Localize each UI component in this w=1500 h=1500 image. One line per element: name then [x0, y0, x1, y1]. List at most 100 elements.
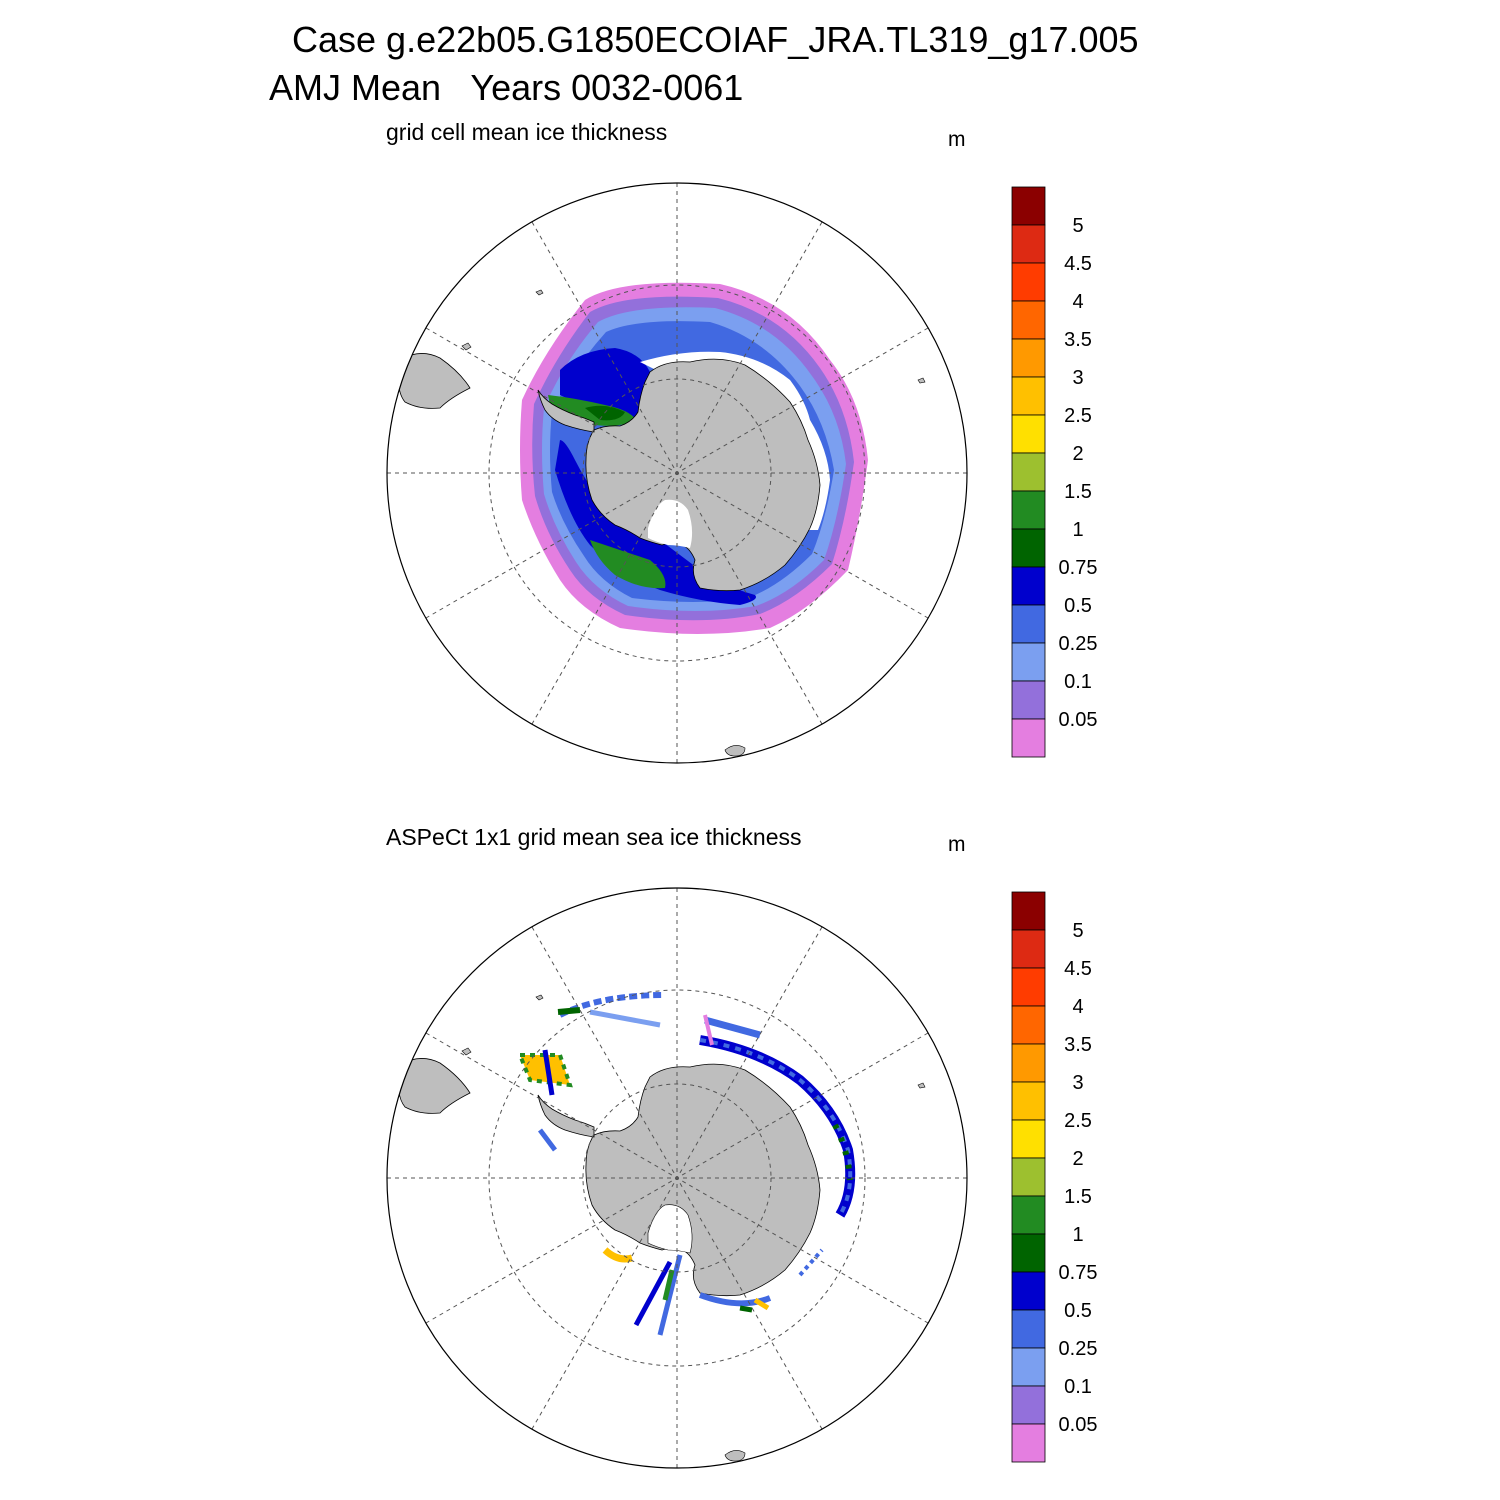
panel1-colorbar-swatch-3: [1011, 300, 1046, 340]
panel1-colorbar-swatch-10: [1011, 566, 1046, 606]
panel2-map: [386, 887, 968, 1469]
track-ross-3: [662, 1269, 675, 1301]
panel1-colorbar-label-11: 0.25: [1059, 633, 1098, 655]
panel2-south-america: [397, 1058, 471, 1114]
panel1-colorbar-label-12: 0.1: [1064, 671, 1092, 693]
panel1-island-2: [535, 289, 544, 296]
panel1-colorbar-swatch-2: [1011, 262, 1046, 302]
panel2-colorbar-swatch-10: [1011, 1271, 1046, 1311]
track-wilkes: [698, 1292, 772, 1307]
panel2-colorbar-swatch-5: [1011, 1081, 1046, 1121]
panel2-map-boundary: [386, 887, 968, 1469]
panel2-colorbar-label-11: 0.25: [1059, 1338, 1098, 1360]
panel2-ship-tracks: [517, 992, 856, 1336]
track-east-antarctic-green: [832, 1123, 853, 1181]
panel1-colorbar-label-8: 1: [1072, 519, 1083, 541]
track-wilkes-yellow: [753, 1297, 770, 1311]
panel1-island-4: [724, 745, 746, 757]
panel1-colorbar-label-2: 4: [1072, 291, 1083, 313]
panel2-colorbar-swatch-2: [1011, 967, 1046, 1007]
track-upper-left-green: [557, 1007, 581, 1015]
panel2-colorbar-swatch-3: [1011, 1005, 1046, 1045]
panel1-colorbar-label-10: 0.5: [1064, 595, 1092, 617]
panel2-colorbar-label-6: 2: [1072, 1148, 1083, 1170]
panel1-colorbar-swatch-0: [1011, 186, 1046, 226]
panel2-subtitle: ASPeCt 1x1 grid mean sea ice thickness: [386, 824, 802, 850]
panel1-south-america: [397, 353, 471, 409]
panel2-colorbar-label-5: 2.5: [1064, 1110, 1092, 1132]
panel2-colorbar-label-4: 3: [1072, 1072, 1083, 1094]
panel1-map: [386, 182, 968, 764]
track-ross-1: [657, 1254, 683, 1336]
panel1-colorbar-label-1: 4.5: [1064, 253, 1092, 275]
title-line-1: Case g.e22b05.G1850ECOIAF_JRA.TL319_g17.…: [292, 19, 1139, 60]
panel1-colorbar-label-0: 5: [1072, 215, 1083, 237]
panel2-colorbar-swatch-9: [1011, 1233, 1046, 1273]
panel1-colorbar-label-9: 0.75: [1059, 557, 1098, 579]
panel1-peninsula: [537, 389, 595, 433]
panel2-island-4: [724, 1450, 746, 1462]
track-amundsen-orange: [602, 1247, 633, 1263]
panel2-ross-ice-shelf: [647, 1204, 693, 1254]
track-ross-2: [633, 1260, 673, 1327]
panel1-colorbar-swatch-4: [1011, 338, 1046, 378]
panel2-island-2: [535, 994, 544, 1001]
panel2-colorbar-swatch-6: [1011, 1119, 1046, 1159]
panel2-colorbar-swatch-13: [1011, 1385, 1046, 1425]
panel2-colorbar-swatch-14: [1011, 1423, 1046, 1463]
panel1-ice-green-weddell: [590, 540, 666, 589]
panel1-colorbar-label-3: 3.5: [1064, 329, 1092, 351]
track-east-antarctic-magenta: [703, 1014, 714, 1046]
panel2-units: m: [948, 833, 966, 856]
track-east-antarctic-inner: [699, 1038, 853, 1217]
panel2-colorbar-label-7: 1.5: [1064, 1186, 1092, 1208]
panel1-ross-ice-shelf-gap: [648, 499, 693, 548]
panel2-colorbar-swatch-8: [1011, 1195, 1046, 1235]
panel2-peninsula: [537, 1094, 595, 1138]
panel1-graticule: [387, 183, 967, 763]
panel1-colorbar-label-5: 2.5: [1064, 405, 1092, 427]
panel2-colorbar-label-0: 5: [1072, 920, 1083, 942]
panel1-island-1: [461, 342, 472, 351]
track-upper-left-2: [589, 1009, 661, 1028]
panel1-colorbar-swatch-6: [1011, 414, 1046, 454]
panel1-colorbar-swatch-11: [1011, 604, 1046, 644]
panel1-colorbar-swatch-1: [1011, 224, 1046, 264]
panel2-colorbar-label-9: 0.75: [1059, 1262, 1098, 1284]
track-east-antarctic-top: [704, 1016, 761, 1039]
panel2-colorbar-swatch-0: [1011, 891, 1046, 931]
panel1-colorbar-swatch-14: [1011, 718, 1046, 758]
panel1-colorbar-label-4: 3: [1072, 367, 1083, 389]
panel2-colorbar-label-13: 0.05: [1059, 1414, 1098, 1436]
panel2-colorbar-label-12: 0.1: [1064, 1376, 1092, 1398]
track-weddell-blue: [542, 1049, 555, 1096]
panel1-map-boundary: [386, 182, 968, 764]
panel1-colorbar: 5 4.5 4 3.5 3 2.5 2 1.5 1 0.75 0.5 0.25 0.1 0.05: [1011, 186, 1098, 758]
panel1-colorbar-label-13: 0.05: [1059, 709, 1098, 731]
panel2-colorbar-swatch-4: [1011, 1043, 1046, 1083]
track-weddell-low: [538, 1128, 557, 1152]
panel2-colorbar-label-2: 4: [1072, 996, 1083, 1018]
panel2-colorbar-label-1: 4.5: [1064, 958, 1092, 980]
panel1-colorbar-swatch-5: [1011, 376, 1046, 416]
panel2-colorbar-swatch-1: [1011, 929, 1046, 969]
panel2-colorbar-swatch-11: [1011, 1309, 1046, 1349]
panel2-colorbar-label-8: 1: [1072, 1224, 1083, 1246]
panel1-colorbar-label-7: 1.5: [1064, 481, 1092, 503]
panel1-subtitle: grid cell mean ice thickness: [386, 119, 668, 145]
panel2-island-1: [461, 1047, 472, 1056]
panel1-colorbar-swatch-9: [1011, 528, 1046, 568]
track-east-south: [798, 1248, 824, 1277]
panel2-island-3: [917, 1082, 926, 1089]
panel1-island-3: [917, 377, 926, 384]
panel1-colorbar-swatch-13: [1011, 680, 1046, 720]
track-wilkes-green: [739, 1305, 753, 1313]
panel2-colorbar-swatch-12: [1011, 1347, 1046, 1387]
panel2-graticule: [387, 888, 967, 1468]
panel1-colorbar-swatch-12: [1011, 642, 1046, 682]
panel1-colorbar-swatch-8: [1011, 490, 1046, 530]
panel2-colorbar-label-3: 3.5: [1064, 1034, 1092, 1056]
track-weddell-cluster: [517, 1053, 573, 1088]
panel1-units: m: [948, 128, 966, 151]
